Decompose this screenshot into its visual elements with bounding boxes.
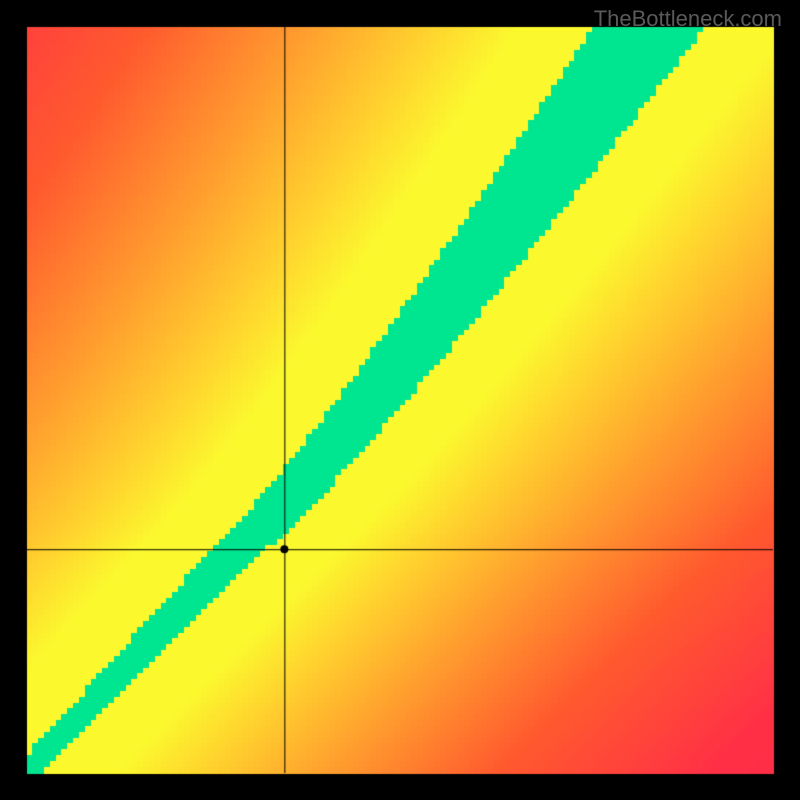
bottleneck-heatmap <box>0 0 800 800</box>
watermark-text: TheBottleneck.com <box>594 6 782 32</box>
